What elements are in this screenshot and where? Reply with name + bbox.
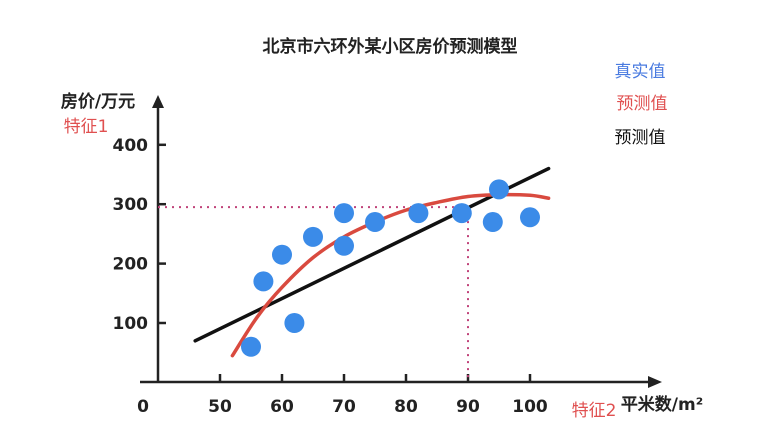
- y-axis-label: 房价/万元: [61, 91, 135, 112]
- data-point: [489, 179, 509, 200]
- legend-predicted-curve: 预测值: [617, 94, 668, 114]
- data-point: [241, 336, 261, 357]
- data-point: [408, 203, 429, 224]
- axes: [140, 95, 662, 388]
- y-tick-label: 400: [113, 136, 149, 156]
- data-point: [334, 203, 354, 224]
- x-tick-label: 90: [456, 397, 480, 417]
- data-point: [272, 244, 292, 265]
- data-point: [520, 207, 540, 228]
- data-point: [334, 235, 354, 256]
- origin-label: 0: [137, 397, 149, 417]
- x-axis-label: 平米数/m²: [621, 394, 703, 415]
- tick-labels: 100 200 300 400 50 60 70 80 90 100: [113, 136, 548, 417]
- data-point: [303, 226, 323, 247]
- y-tick-label: 300: [113, 195, 149, 215]
- chart-title: 北京市六环外某小区房价预测模型: [263, 36, 518, 57]
- x-tick-label: 50: [208, 397, 232, 417]
- y-tick-label: 100: [113, 314, 149, 334]
- feature1-annotation: 特征1: [64, 117, 109, 137]
- data-point: [365, 212, 385, 233]
- data-point: [284, 313, 305, 333]
- feature2-annotation: 特征2: [572, 401, 617, 421]
- y-axis-arrow: [152, 95, 164, 108]
- reference-lines: [158, 206, 469, 382]
- data-point: [451, 203, 472, 224]
- legend-true-value: 真实值: [615, 62, 666, 82]
- data-points: [241, 179, 540, 357]
- data-point: [482, 212, 503, 233]
- data-point: [253, 271, 274, 292]
- y-tick-label: 200: [113, 255, 149, 275]
- x-tick-label: 80: [394, 397, 418, 417]
- x-tick-label: 60: [270, 397, 294, 417]
- legend-predicted-line: 预测值: [615, 128, 666, 148]
- x-tick-label: 100: [512, 397, 548, 417]
- x-axis-arrow: [648, 376, 662, 388]
- linear-fit-line: [193, 166, 551, 343]
- x-tick-label: 70: [332, 397, 356, 417]
